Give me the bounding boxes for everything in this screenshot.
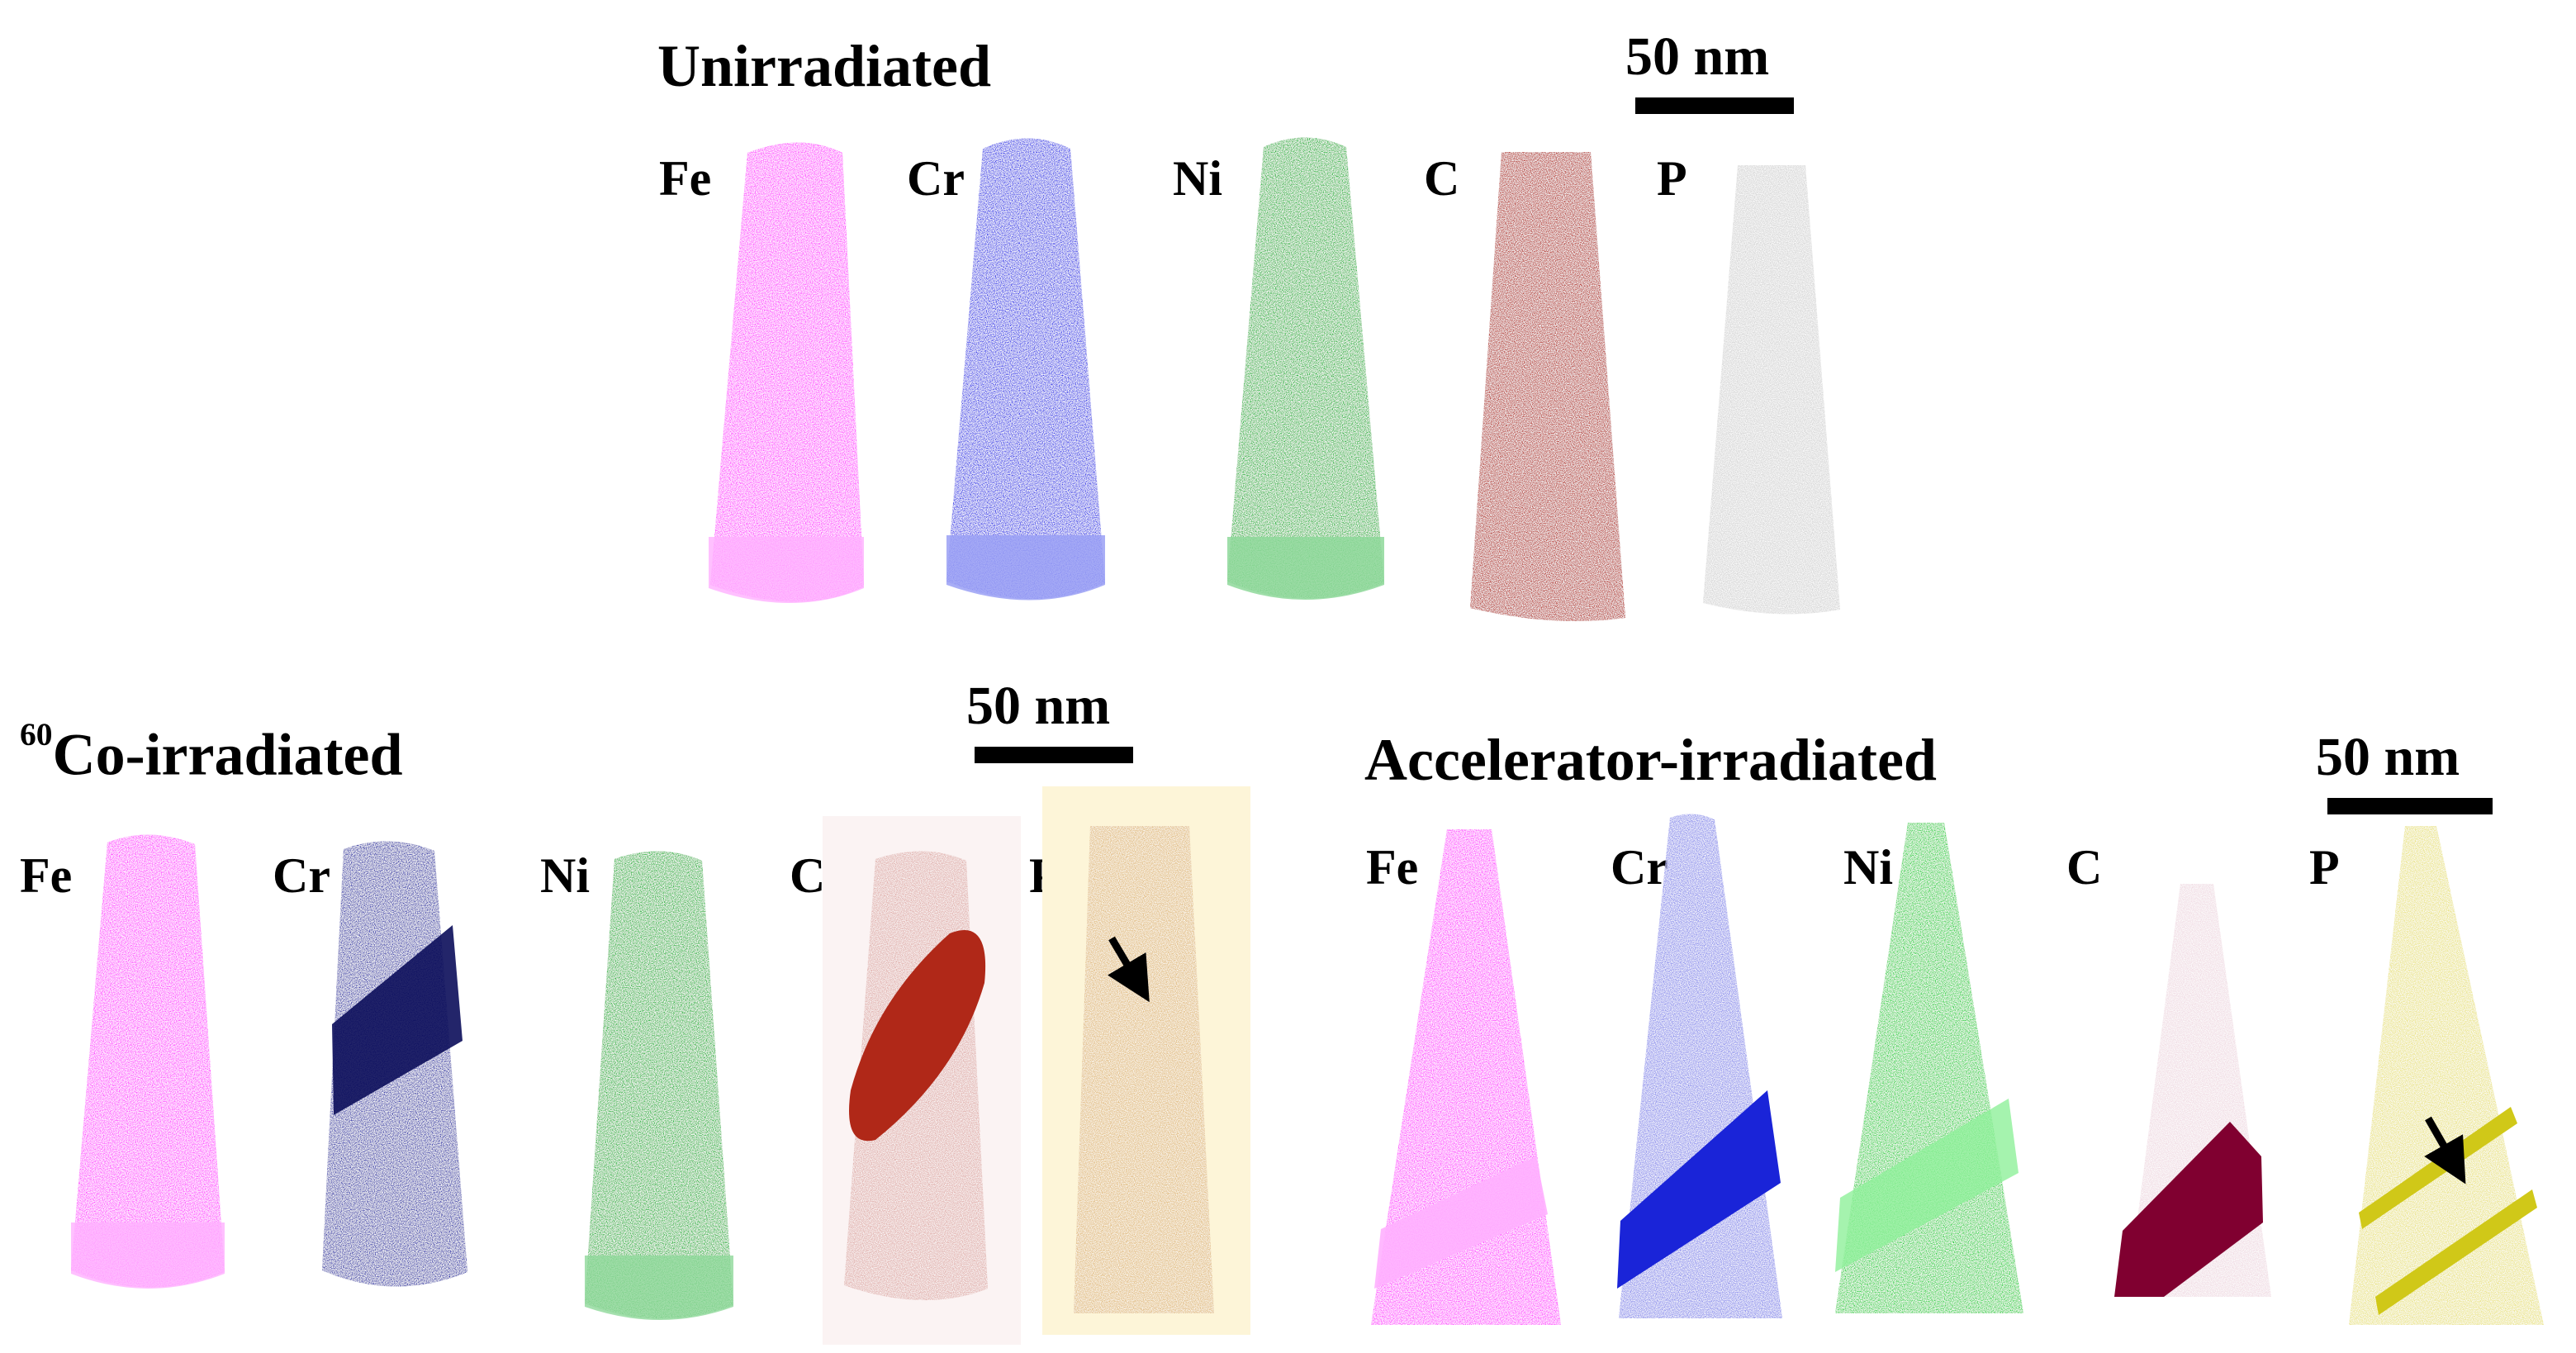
element-label-p: P	[2309, 840, 2340, 895]
tip-co-irradiated-fe	[71, 834, 225, 1289]
panel-title-unirradiated: Unirradiated	[657, 33, 991, 99]
arrow-icon	[2424, 1116, 2466, 1184]
element-label-cr: Cr	[273, 848, 330, 903]
element-label-fe: Fe	[659, 151, 712, 206]
scale-bar-label: 50 nm	[2316, 727, 2460, 787]
tip-unirradiated-cr	[946, 138, 1105, 601]
tip-unirradiated-c	[1470, 152, 1625, 621]
element-label-fe: Fe	[1366, 840, 1419, 895]
panel-title-accelerator-irradiated: Accelerator-irradiated	[1364, 727, 1937, 793]
element-label-c: C	[790, 848, 826, 903]
tip-co-irradiated-c	[823, 816, 1021, 1345]
element-label-fe: Fe	[20, 848, 73, 903]
panel-title-co-irradiated: 60Co-irradiated	[20, 716, 403, 788]
tip-accelerator-irradiated-cr	[1617, 814, 1782, 1318]
tip-co-irradiated-p	[1042, 786, 1250, 1335]
scale-bar-label: 50 nm	[1625, 26, 1770, 87]
scale-bar-label: 50 nm	[966, 676, 1111, 736]
scale-bar	[2327, 798, 2493, 814]
arrow-icon	[1108, 936, 1150, 1003]
element-label-ni: Ni	[1843, 840, 1893, 895]
tip-accelerator-irradiated-ni	[1835, 823, 2023, 1313]
tip-co-irradiated-ni	[585, 851, 733, 1320]
element-label-ni: Ni	[1173, 151, 1222, 206]
tip-accelerator-irradiated-p	[2349, 826, 2544, 1325]
element-label-cr: Cr	[907, 151, 965, 206]
element-label-cr: Cr	[1611, 840, 1668, 895]
element-label-p: P	[1657, 151, 1687, 206]
tip-unirradiated-ni	[1227, 137, 1384, 600]
element-label-c: C	[2066, 840, 2103, 895]
scale-bar	[975, 747, 1133, 763]
tip-accelerator-irradiated-c	[2114, 884, 2271, 1297]
tip-co-irradiated-cr	[322, 841, 467, 1287]
element-label-ni: Ni	[540, 848, 590, 903]
tip-unirradiated-p	[1703, 165, 1840, 615]
element-label-c: C	[1424, 151, 1460, 206]
tip-unirradiated-fe	[709, 142, 864, 603]
scale-bar	[1635, 97, 1794, 114]
tip-accelerator-irradiated-fe	[1371, 829, 1561, 1325]
